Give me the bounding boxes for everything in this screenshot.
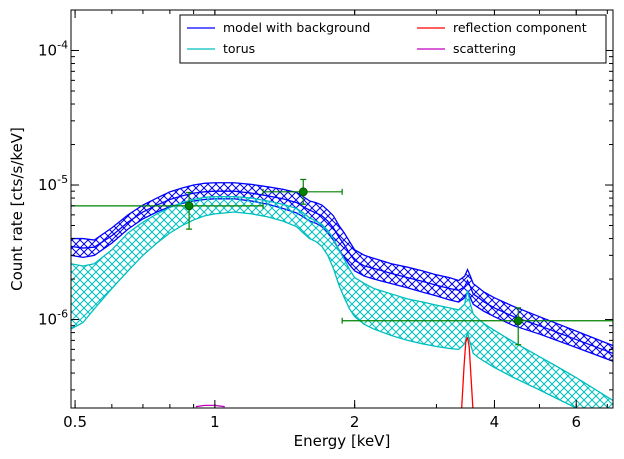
data-point-2 — [262, 178, 343, 205]
x-tick-label: 0.5 — [63, 413, 87, 431]
data-point-marker — [298, 187, 308, 197]
y-axis-title: Count rate [cts/s/keV] — [8, 127, 26, 291]
torus-band-upper — [71, 195, 613, 402]
model-with-background-band-upper — [71, 182, 613, 347]
x-axis-title: Energy [keV] — [294, 432, 391, 450]
x-tick-label: 1 — [210, 413, 220, 431]
legend-box — [179, 14, 607, 64]
torus-band-lower — [71, 211, 578, 408]
torus-band-fill — [71, 196, 613, 408]
data-point-marker — [513, 316, 523, 326]
x-tick-label: 2 — [350, 413, 360, 431]
x-tick-label: 4 — [490, 413, 500, 431]
legend: model with background reflection compone… — [179, 14, 607, 64]
x-tick-label: 6 — [571, 413, 581, 431]
y-tick-label: 10-4 — [38, 38, 68, 59]
legend-label-reflection: reflection component — [453, 20, 587, 35]
plot-frame — [70, 9, 614, 409]
legend-label-scattering: scattering — [453, 41, 516, 56]
reflection-component-line — [461, 336, 474, 408]
y-tick-label: 10-5 — [38, 173, 68, 194]
scattering-line — [195, 404, 225, 408]
data-point-3 — [341, 307, 613, 346]
legend-label-model: model with background — [223, 20, 370, 35]
y-tick-label: 10-6 — [38, 308, 68, 329]
legend-label-torus: torus — [223, 41, 255, 56]
data-point-marker — [184, 201, 194, 211]
data-point-1 — [71, 191, 264, 230]
model-with-background-line — [71, 190, 613, 355]
